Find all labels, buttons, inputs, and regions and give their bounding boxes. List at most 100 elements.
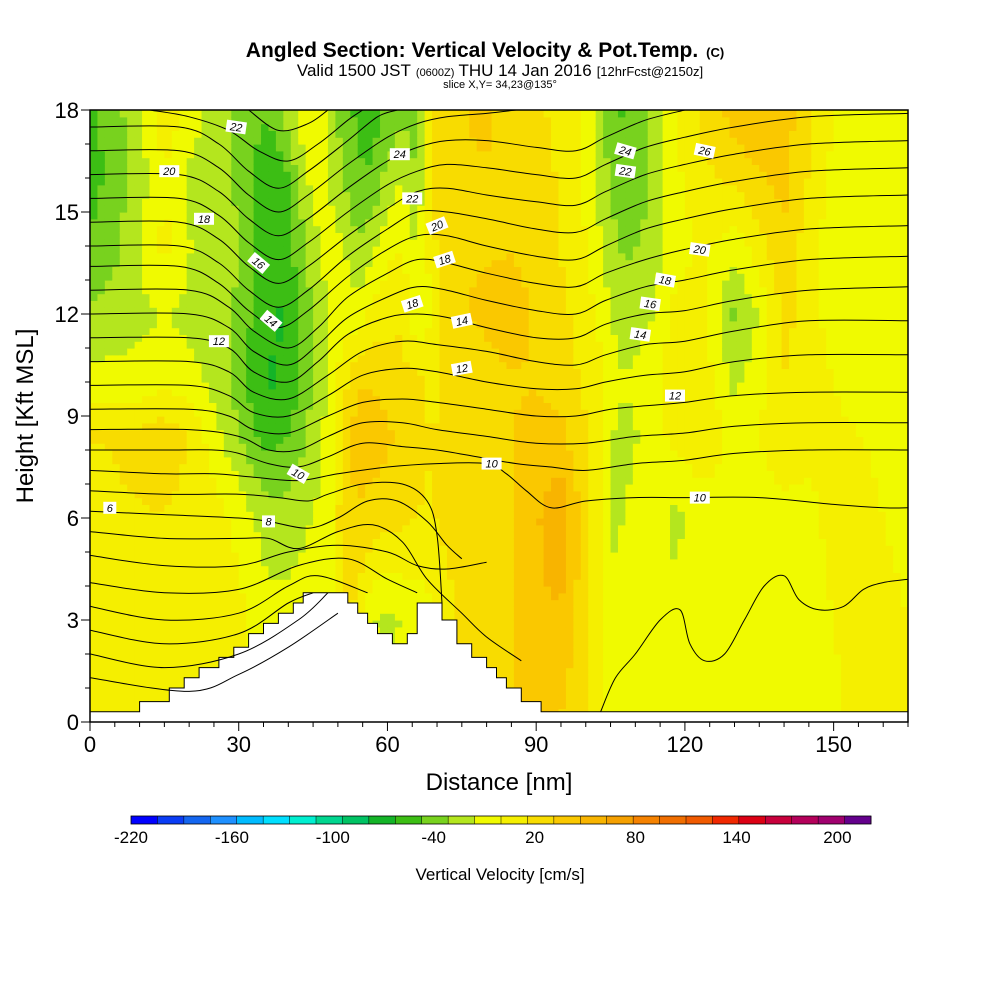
- field-cell: [119, 130, 128, 138]
- field-cell: [320, 137, 329, 145]
- field-cell: [357, 416, 366, 424]
- field-cell: [112, 497, 121, 505]
- field-cell: [290, 518, 299, 526]
- field-cell: [275, 348, 284, 356]
- field-cell: [327, 422, 336, 431]
- field-cell: [275, 327, 284, 335]
- field-cell: [127, 660, 136, 669]
- field-cell: [90, 497, 99, 505]
- field-cell: [238, 538, 247, 546]
- field-cell: [253, 429, 262, 437]
- field-cell: [149, 388, 158, 397]
- field-cell: [149, 552, 158, 560]
- field-cell: [298, 307, 307, 315]
- field-cell: [461, 579, 470, 587]
- field-cell: [97, 660, 106, 669]
- field-cell: [134, 314, 143, 322]
- field-cell: [432, 422, 441, 431]
- field-cell: [491, 422, 500, 431]
- field-cell: [216, 497, 225, 505]
- field-cell: [320, 477, 329, 485]
- field-cell: [194, 368, 203, 376]
- field-cell: [372, 572, 381, 580]
- field-cell: [446, 375, 455, 383]
- field-cell: [171, 429, 180, 437]
- valid-date: THU 14 Jan 2016: [458, 61, 591, 80]
- field-cell: [231, 518, 240, 526]
- field-cell: [134, 388, 143, 397]
- field-cell: [238, 626, 247, 635]
- field-cell: [327, 463, 336, 471]
- field-cell: [387, 586, 396, 594]
- field-cell: [320, 259, 329, 267]
- field-cell: [342, 477, 351, 485]
- field-cell: [231, 463, 240, 471]
- field-cell: [499, 477, 508, 485]
- field-cell: [149, 368, 158, 376]
- field-cell: [365, 341, 374, 349]
- field-cell: [216, 218, 225, 227]
- field-cell: [402, 545, 411, 553]
- field-cell: [290, 246, 299, 254]
- field-cell: [194, 497, 203, 505]
- field-cell: [409, 416, 418, 424]
- field-cell: [142, 667, 151, 675]
- field-cell: [454, 171, 463, 179]
- field-cell: [246, 225, 255, 233]
- field-cell: [424, 579, 433, 587]
- field-cell: [194, 116, 203, 125]
- field-cell: [491, 150, 500, 159]
- field-cell: [194, 157, 203, 165]
- field-cell: [112, 592, 121, 601]
- field-cell: [469, 416, 478, 424]
- field-cell: [394, 538, 403, 546]
- field-cell: [201, 511, 210, 519]
- field-cell: [268, 504, 277, 512]
- field-cell: [142, 688, 151, 696]
- field-cell: [446, 273, 455, 281]
- field-cell: [424, 137, 433, 145]
- field-cell: [201, 354, 210, 363]
- field-cell: [253, 375, 262, 383]
- field-cell: [179, 463, 188, 471]
- field-cell: [417, 375, 426, 383]
- field-cell: [350, 150, 359, 159]
- field-cell: [171, 579, 180, 587]
- field-cell: [320, 205, 329, 213]
- field-cell: [469, 368, 478, 376]
- field-cell: [476, 606, 485, 614]
- field-cell: [231, 259, 240, 267]
- field-cell: [231, 497, 240, 505]
- field-cell: [387, 450, 396, 458]
- field-cell: [499, 620, 508, 628]
- field-cell: [186, 524, 195, 533]
- field-cell: [261, 212, 270, 220]
- field-cell: [208, 395, 218, 403]
- field-cell: [387, 361, 396, 369]
- field-cell: [491, 130, 500, 138]
- field-cell: [387, 273, 396, 281]
- field-cell: [290, 218, 299, 227]
- field-cell: [446, 511, 455, 519]
- field-cell: [402, 368, 411, 376]
- field-cell: [469, 565, 478, 573]
- field-cell: [223, 110, 232, 118]
- field-cell: [156, 266, 165, 274]
- field-cell: [216, 198, 225, 206]
- field-cell: [499, 667, 508, 675]
- field-cell: [119, 470, 128, 478]
- field-cell: [380, 579, 389, 587]
- field-cell: [320, 341, 329, 349]
- field-cell: [439, 470, 448, 478]
- field-cell: [417, 259, 426, 267]
- field-cell: [402, 538, 411, 546]
- field-cell: [320, 484, 329, 492]
- field-cell: [97, 157, 106, 165]
- field-cell: [454, 259, 463, 267]
- field-cell: [127, 273, 136, 281]
- field-cell: [127, 667, 136, 675]
- field-cell: [365, 354, 374, 363]
- field-cell: [223, 232, 232, 240]
- field-cell: [402, 184, 411, 193]
- field-cell: [439, 348, 448, 356]
